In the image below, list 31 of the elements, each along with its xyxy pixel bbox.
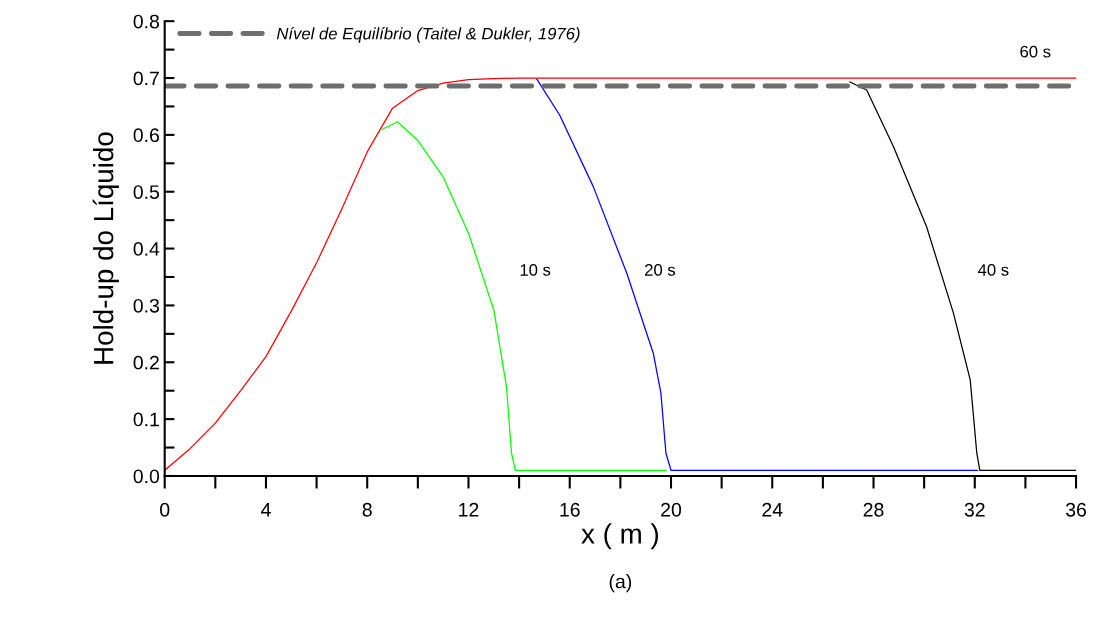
text: 40 s: [977, 263, 1009, 276]
y-tick-label: 0.4: [133, 242, 160, 256]
y-tick-label: 0.7: [133, 71, 159, 86]
x-tick-label: 8: [362, 502, 372, 517]
y-tick-label: 0.6: [133, 128, 159, 143]
x-tick-label: 20: [661, 502, 682, 517]
y-tick-label: 0.2: [133, 355, 159, 370]
y-tick-label: 0.5: [133, 185, 160, 199]
line-series: [381, 121, 667, 471]
x-tick-label: 4: [261, 503, 271, 517]
y-tick-label: 0.8: [133, 14, 159, 29]
x-tick-label: 32: [964, 502, 985, 517]
series-label: 60 s: [1020, 45, 1051, 58]
x-tick-label: 36: [1065, 502, 1086, 517]
y-axis-title: Hold-up do Líquido: [92, 132, 119, 364]
legend-label: Nível de Equilíbrio (Taitel & Dukler, 1976): [276, 27, 580, 43]
x-tick-label: 0: [160, 502, 170, 517]
series-label: 20 s: [645, 263, 676, 276]
y-tick-label: 0.0: [133, 469, 160, 484]
x-tick-label: 28: [863, 502, 884, 517]
text: 10 s: [520, 263, 551, 276]
x-tick-label: 12: [459, 502, 479, 517]
line-series: [536, 78, 978, 471]
x-axis-title: x ( m ): [581, 523, 658, 550]
x-tick-label: 16: [560, 502, 580, 517]
line-series: [164, 77, 1077, 471]
line-series: [849, 81, 1077, 471]
y-tick-label: 0.1: [133, 412, 159, 427]
y-tick-label: 0.3: [133, 298, 159, 313]
text: (a): [609, 574, 632, 593]
x-tick-label: 24: [762, 502, 783, 517]
